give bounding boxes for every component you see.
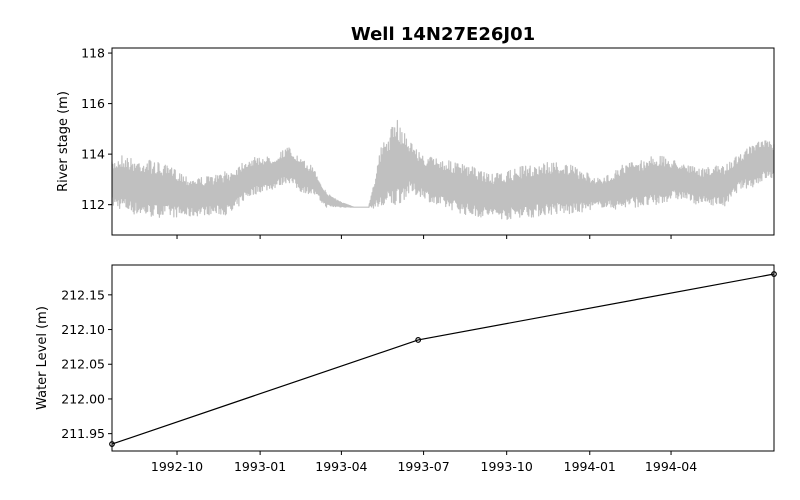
x-tick-label: 1993-01 (234, 459, 286, 474)
river-stage-y-tick-label: 112 (81, 197, 105, 212)
x-tick-label: 1994-01 (564, 459, 616, 474)
water-level-line (111, 273, 775, 445)
x-tick-label: 1993-10 (481, 459, 533, 474)
water-level-x-ticks: 1992-10 1993-01 1993-04 1993-07 1993-10 1994-… (151, 451, 697, 474)
river-stage-axes-frame (111, 47, 775, 236)
water-level-y-ticks: 211.95 212.00 212.05 212.10 212.15 (61, 287, 112, 441)
x-tick-label: 1993-07 (397, 459, 449, 474)
river-stage-x-ticks (176, 235, 672, 239)
chart-title: Well 14N27E26J01 (351, 24, 535, 45)
river-stage-y-ticks: 112 114 116 118 (81, 46, 112, 212)
water-level-series (109, 271, 777, 447)
river-stage-series (111, 119, 775, 220)
water-level-y-label: Water Level (m) (35, 306, 50, 410)
water-level-y-tick-label: 212.10 (61, 322, 105, 337)
river-stage-y-tick-label: 116 (81, 96, 105, 111)
water-level-y-tick-label: 212.00 (61, 391, 105, 406)
water-level-y-tick-label: 212.15 (61, 287, 105, 302)
water-level-y-tick-label: 212.05 (61, 357, 105, 372)
x-tick-label: 1992-10 (151, 459, 203, 474)
water-level-y-tick-label: 211.95 (61, 426, 105, 441)
river-stage-line (111, 119, 775, 220)
x-tick-label: 1993-04 (315, 459, 367, 474)
water-level-axes-frame (111, 264, 775, 452)
water-level-point (415, 337, 422, 343)
river-stage-y-tick-label: 114 (81, 147, 105, 162)
river-stage-panel: 112 114 116 118 River stage (m) (56, 46, 775, 239)
river-stage-y-tick-label: 118 (81, 46, 105, 61)
river-stage-y-label: River stage (m) (56, 91, 71, 192)
x-tick-label: 1994-04 (645, 459, 697, 474)
